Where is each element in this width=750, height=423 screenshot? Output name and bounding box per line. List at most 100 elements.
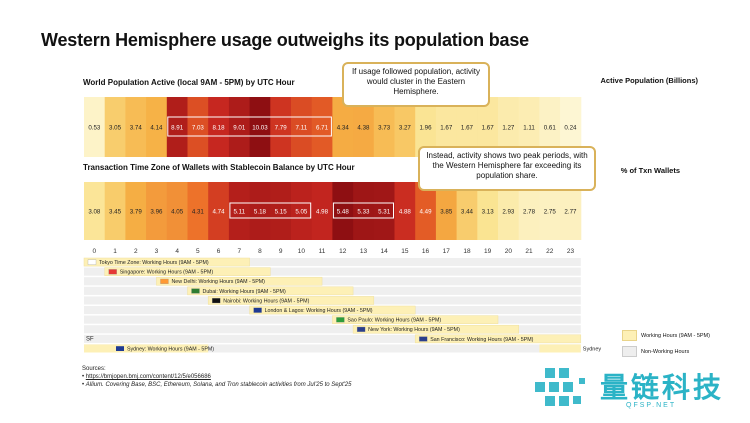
legend-working: Working Hours (9AM - 5PM)	[622, 330, 710, 341]
hour-tick-10: 10	[298, 248, 306, 255]
heat-value-pop-hour-11: 6.71	[316, 125, 329, 132]
au-flag-icon	[116, 346, 124, 351]
hour-axis: 0 1 2 3 4 5 6 7 8 9 10 11 12 13 14 15 16 17 18 19 20 21 22 23	[93, 248, 575, 255]
heat-value-pop-hour-20: 1.27	[502, 125, 515, 132]
hour-tick-15: 15	[401, 248, 409, 255]
heat-cell-pop-hour-17	[435, 97, 458, 157]
heat-value-wallet-hour-4: 4.05	[171, 209, 184, 216]
heat-value-wallet-hour-13: 5.33	[357, 209, 370, 216]
heat-value-pop-hour-6: 8.18	[213, 125, 226, 132]
br-flag-icon	[336, 317, 345, 323]
heat-value-wallet-hour-20: 2.93	[502, 209, 515, 216]
heat-cell-pop-hour-22	[539, 97, 561, 157]
hour-tick-11: 11	[319, 248, 326, 255]
tz-bar	[249, 305, 416, 315]
tz-label: London & Lagos: Working Hours (9AM - 5PM…	[265, 308, 373, 314]
heat-cell-wallet-hour-2	[125, 182, 147, 240]
tz-label: Dubai: Working Hours (9AM - 5PM)	[203, 289, 286, 295]
ke-flag-icon	[212, 298, 221, 304]
wallet-highlight-box-1	[332, 202, 394, 219]
jp-flag-icon	[87, 259, 97, 265]
heat-cell-wallet-hour-5	[187, 182, 209, 240]
heat-value-pop-hour-4: 8.91	[171, 125, 184, 132]
heat-cell-wallet-hour-16	[415, 182, 437, 240]
heat-cell-wallet-hour-8	[249, 182, 271, 240]
hour-tick-7: 7	[237, 248, 241, 255]
heat-cell-pop-hour-23	[560, 97, 582, 157]
ae-flag-icon	[191, 288, 200, 294]
hour-tick-6: 6	[217, 248, 221, 255]
heat-value-wallet-hour-19: 3.13	[482, 209, 495, 216]
heat-cell-wallet-hour-18	[456, 182, 478, 240]
tz-label: Tokyo Time Zone: Working Hours (9AM - 5P…	[99, 260, 209, 266]
hour-tick-12: 12	[339, 248, 347, 255]
heat-value-wallet-hour-7: 5.11	[233, 209, 245, 216]
hour-tick-17: 17	[443, 248, 451, 255]
heat-value-pop-hour-2: 3.74	[130, 125, 143, 132]
source-link[interactable]: https://bmjopen.bmj.com/content/12/5/e05…	[85, 374, 211, 380]
sydney-marker: Sydney	[583, 346, 602, 352]
tz-bar	[332, 315, 499, 324]
heat-value-pop-hour-13: 4.38	[357, 125, 370, 132]
tz-track	[84, 277, 581, 286]
legend-non-working: Non-Working Hours	[622, 346, 689, 357]
heat-value-pop-hour-10: 7.11	[296, 125, 308, 132]
legend-non-working-label: Non-Working Hours	[641, 348, 690, 355]
heat-value-pop-hour-5: 7.03	[192, 125, 205, 132]
hour-tick-18: 18	[463, 248, 471, 255]
heat-cell-pop-hour-11	[311, 97, 333, 157]
heat-cell-wallet-hour-6	[208, 182, 230, 240]
heat-value-pop-hour-17: 1.67	[440, 125, 453, 132]
us-flag-icon	[356, 326, 366, 332]
heat-cell-wallet-hour-9	[270, 182, 292, 240]
hour-tick-5: 5	[196, 248, 200, 255]
heat-value-wallet-hour-17: 3.85	[440, 209, 453, 216]
heat-cell-pop-hour-8	[249, 97, 271, 157]
hour-tick-4: 4	[175, 248, 179, 255]
heat-cell-pop-hour-15	[394, 97, 416, 157]
heat-value-wallet-hour-21: 2.78	[523, 209, 536, 216]
heat-cell-wallet-hour-0	[84, 182, 106, 240]
tz-bar-sydney-wrap	[539, 344, 581, 353]
heat-cell-pop-hour-6	[208, 97, 230, 157]
heat-value-pop-hour-18: 1.67	[461, 125, 474, 132]
hour-tick-16: 16	[422, 248, 430, 255]
hour-tick-14: 14	[381, 248, 389, 255]
heat-value-pop-hour-22: 0.61	[544, 125, 557, 132]
heat-value-pop-hour-9: 7.79	[275, 125, 288, 132]
non-working-swatch	[622, 346, 637, 357]
heat-value-pop-hour-16: 1.96	[420, 125, 433, 132]
tz-label: New York: Working Hours (9AM - 5PM)	[368, 327, 460, 333]
heat-cell-pop-hour-12	[332, 97, 354, 157]
hour-tick-21: 21	[525, 248, 533, 255]
tz-label: Nairobi: Working Hours (9AM - 5PM)	[223, 298, 309, 304]
working-swatch	[622, 330, 637, 341]
hour-tick-20: 20	[505, 248, 513, 255]
legend-working-label: Working Hours (9AM - 5PM)	[641, 332, 710, 339]
heat-cell-wallet-hour-15	[394, 182, 416, 240]
heat-value-wallet-hour-11: 4.98	[316, 209, 329, 216]
population-chart-title: World Population Active (local 9AM - 5PM…	[83, 78, 295, 87]
heat-value-pop-hour-3: 4.14	[150, 125, 163, 132]
hour-tick-19: 19	[484, 248, 492, 255]
heat-value-wallet-hour-5: 4.31	[192, 209, 205, 216]
heat-cell-pop-hour-0	[84, 97, 106, 157]
us-flag-icon	[419, 336, 428, 342]
tz-label: Sao Paulo: Working Hours (9AM - 5PM)	[347, 318, 441, 324]
heat-cell-wallet-hour-3	[146, 182, 168, 240]
watermark-subtext: QFSP.NET	[626, 402, 677, 409]
wallet-highlight-box-0	[229, 202, 312, 219]
population-heatmap-row: 0.53 3.05 3.74 4.14 8.91 7.03 8.18 9.01 10.03 7.7…	[84, 97, 582, 157]
heat-cell-pop-hour-21	[518, 97, 540, 157]
heat-cell-pop-hour-5	[187, 97, 209, 157]
heat-value-pop-hour-21: 1.11	[523, 125, 535, 132]
population-callout: If usage followed population, activity w…	[342, 62, 490, 107]
tz-label: Singapore: Working Hours (9AM - 5PM)	[120, 270, 214, 276]
tz-label: New Delhi: Working Hours (9AM - 5PM)	[171, 279, 265, 285]
population-highlight-box	[167, 116, 332, 137]
heat-cell-pop-hour-4	[166, 97, 188, 157]
heat-cell-pop-hour-13	[353, 97, 375, 157]
heat-cell-pop-hour-20	[498, 97, 520, 157]
tz-track	[84, 334, 581, 343]
tz-bar	[187, 286, 354, 296]
